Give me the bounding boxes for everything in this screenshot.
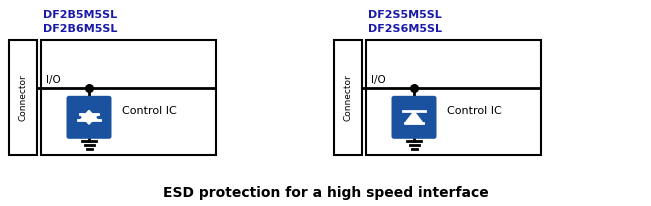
- Bar: [366, 40, 541, 155]
- Text: DF2B6M5SL: DF2B6M5SL: [43, 24, 117, 34]
- Text: Connector: Connector: [18, 74, 27, 121]
- Bar: [9, 40, 37, 155]
- Bar: [41, 40, 216, 155]
- Polygon shape: [405, 111, 423, 123]
- Text: Control IC: Control IC: [447, 106, 502, 116]
- Text: ESD protection for a high speed interface: ESD protection for a high speed interfac…: [163, 186, 488, 200]
- FancyBboxPatch shape: [391, 96, 437, 139]
- Text: Control IC: Control IC: [122, 106, 177, 116]
- Text: DF2S6M5SL: DF2S6M5SL: [368, 24, 442, 34]
- Text: Connector: Connector: [344, 74, 352, 121]
- Polygon shape: [80, 110, 98, 120]
- Text: I/O: I/O: [371, 75, 386, 85]
- Bar: [334, 40, 362, 155]
- Text: DF2B5M5SL: DF2B5M5SL: [43, 10, 117, 20]
- Polygon shape: [80, 114, 98, 124]
- FancyBboxPatch shape: [66, 96, 111, 139]
- Text: DF2S5M5SL: DF2S5M5SL: [368, 10, 442, 20]
- Text: I/O: I/O: [46, 75, 61, 85]
